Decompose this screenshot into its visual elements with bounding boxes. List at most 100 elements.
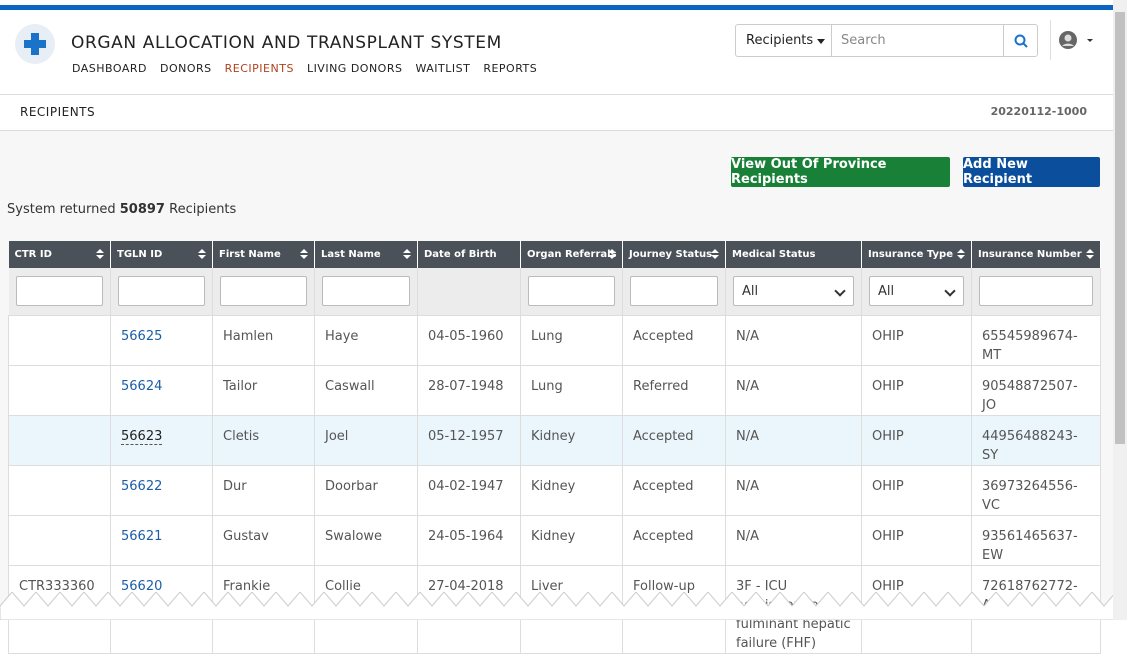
filter-select[interactable]: All (733, 276, 854, 307)
nav-link[interactable]: DONORS (160, 62, 212, 75)
search-button[interactable] (1004, 25, 1037, 56)
table-cell: 56623 (110, 414, 213, 466)
table-cell: Kidney (520, 514, 623, 566)
cell-text: Cletis (223, 428, 260, 444)
column-label: CTR ID (14, 249, 52, 260)
sort-icon (96, 249, 104, 261)
nav-link[interactable]: RECIPIENTS (224, 62, 294, 75)
nav-link[interactable]: WAITLIST (415, 62, 471, 75)
column-label: Medical Status (732, 249, 816, 260)
column-header[interactable]: Last Name (314, 241, 418, 268)
search-input[interactable]: Search (832, 25, 1004, 56)
cell-text: 93561465637-EW (982, 528, 1078, 563)
cell-text: N/A (736, 428, 759, 444)
summary-count: 50897 (119, 202, 165, 217)
out-of-province-button[interactable]: View Out Of Province Recipients (731, 157, 950, 187)
cell-text: 36973264556-VC (982, 478, 1078, 513)
filter-cell (417, 268, 521, 315)
column-header[interactable]: Journey Status (622, 241, 726, 268)
filter-input[interactable] (15, 276, 103, 307)
table-cell: Accepted (622, 414, 726, 466)
table-cell: 56625 (110, 314, 213, 366)
recipient-link[interactable]: 56624 (121, 378, 163, 394)
filter-input[interactable] (528, 276, 615, 307)
cell-text: OHIP (872, 528, 904, 544)
sort-icon (957, 249, 965, 261)
recipient-link[interactable]: 56623 (121, 428, 163, 445)
user-menu[interactable] (1058, 30, 1098, 50)
filter-input[interactable] (322, 276, 410, 307)
search-group: Recipients Search (735, 24, 1038, 57)
filter-input[interactable] (220, 276, 307, 307)
nav-link[interactable]: DASHBOARD (72, 62, 148, 75)
nav-link[interactable]: LIVING DONORS (306, 62, 403, 75)
table-cell: 56622 (110, 464, 213, 516)
table-cell: 28-07-1948 (417, 364, 521, 416)
top-bar (0, 5, 1113, 10)
filter-row: All All (8, 268, 1101, 315)
table-cell: Lung (520, 314, 623, 366)
cell-text: Lung (531, 328, 563, 344)
nav-link[interactable]: REPORTS (483, 62, 538, 75)
column-header[interactable]: CTR ID (8, 241, 111, 268)
table-cell: N/A (725, 364, 862, 416)
search-icon (1014, 34, 1028, 48)
cell-text: Collie (325, 578, 361, 594)
table-cell: Haye (314, 314, 418, 366)
table-row: 56624 Tailor Caswall 28-07-1948 Lung Referred… (8, 364, 1101, 416)
cell-text: Follow-up (633, 578, 695, 594)
cell-text: Kidney (531, 478, 576, 494)
cell-text: 44956488243-SY (982, 428, 1078, 463)
recipient-link[interactable]: 56625 (121, 328, 163, 344)
recipient-link[interactable]: 56622 (121, 478, 163, 494)
main-nav: DASHBOARD DONORS RECIPIENTS LIVING DONORS WA… (72, 62, 537, 75)
table-cell: Accepted (622, 464, 726, 516)
cell-text: 28-07-1948 (428, 378, 504, 394)
table-cell: Hamlen (212, 314, 315, 366)
table-cell: Swalowe (314, 514, 418, 566)
cell-text: OHIP (872, 428, 904, 444)
cell-text: Referred (633, 378, 689, 394)
column-header[interactable]: Organ Referrals (520, 241, 623, 268)
cell-text: Haye (325, 328, 359, 344)
cell-text: OHIP (872, 328, 904, 344)
table-cell: Doorbar (314, 464, 418, 516)
search-scope[interactable]: Recipients (736, 25, 832, 56)
cell-text: N/A (736, 328, 759, 344)
column-header[interactable]: Insurance Type (861, 241, 972, 268)
cell-text: OHIP (872, 378, 904, 394)
cell-text: Accepted (633, 428, 694, 444)
table-cell (8, 464, 111, 516)
table-cell: Cletis (212, 414, 315, 466)
logo-icon (24, 33, 46, 55)
column-header[interactable]: First Name (212, 241, 315, 268)
filter-input[interactable] (118, 276, 205, 307)
header-row: CTR ID TGLN ID First Name Last Name Date of … (8, 241, 1101, 268)
table-cell: 04-05-1960 (417, 314, 521, 366)
cell-text: OHIP (872, 578, 904, 594)
column-header[interactable]: Date of Birth (417, 241, 521, 268)
filter-select[interactable]: All (869, 276, 964, 307)
filter-cell (314, 268, 418, 315)
add-recipient-button[interactable]: Add New Recipient (963, 157, 1100, 187)
cell-text: Joel (325, 428, 349, 444)
filter-cell (212, 268, 315, 315)
cell-text: Caswall (325, 378, 375, 394)
filter-input[interactable] (979, 276, 1093, 307)
column-header[interactable]: Medical Status (725, 241, 862, 268)
page-heading: RECIPIENTS (20, 105, 96, 119)
filter-input[interactable] (630, 276, 718, 307)
table-cell: Kidney (520, 464, 623, 516)
recipient-link[interactable]: 56620 (121, 578, 163, 594)
filter-cell (8, 268, 111, 315)
page: {"header":{"title":"ORGAN ALLOCATION AND… (0, 0, 1127, 620)
recipient-link[interactable]: 56621 (121, 528, 163, 544)
sort-icon (300, 249, 308, 261)
column-label: Organ Referrals (527, 249, 617, 260)
summary-suffix: Recipients (169, 202, 237, 217)
cell-text: 24-05-1964 (428, 528, 504, 544)
column-header[interactable]: Insurance Number (971, 241, 1101, 268)
table-cell: 36973264556-VC (971, 464, 1101, 516)
torn-edge (0, 592, 1113, 620)
column-header[interactable]: TGLN ID (110, 241, 213, 268)
